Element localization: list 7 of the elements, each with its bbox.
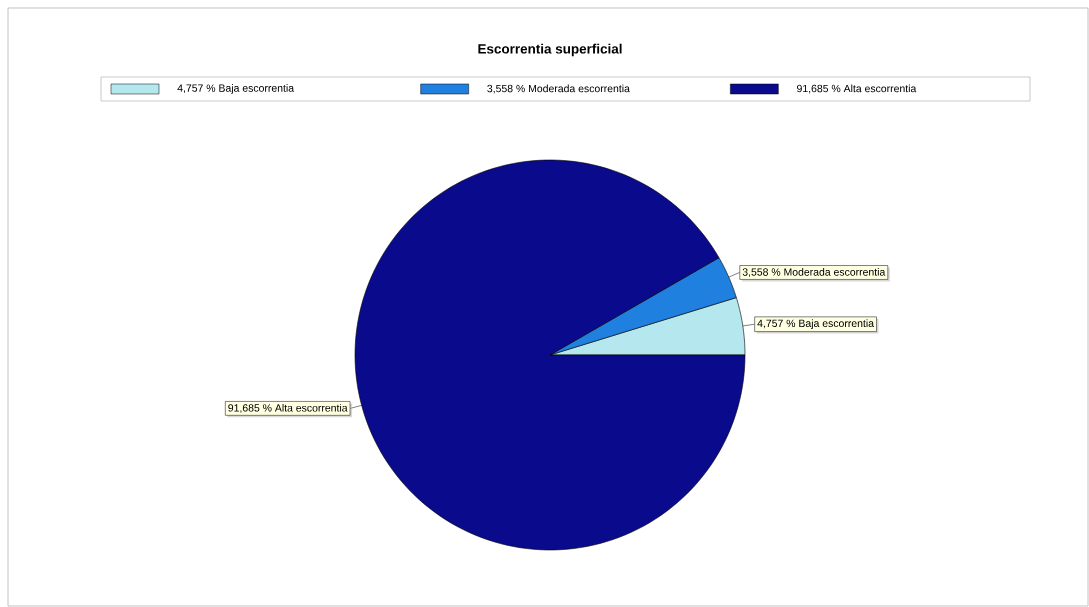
- slice-label: 91,685 % Alta escorrentia: [228, 403, 348, 413]
- legend-label: 91,685 % Alta escorrentia: [797, 84, 917, 94]
- chart-title: Escorrentia superficial: [478, 43, 622, 57]
- legend-label: 4,757 % Baja escorrentia: [177, 84, 295, 94]
- slice-label: 3,558 % Moderada escorrentia: [742, 268, 886, 277]
- slice-label: 4,757 % Baja escorrentia: [757, 319, 874, 330]
- legend-label: 3,558 % Moderada escorrentia: [487, 84, 630, 94]
